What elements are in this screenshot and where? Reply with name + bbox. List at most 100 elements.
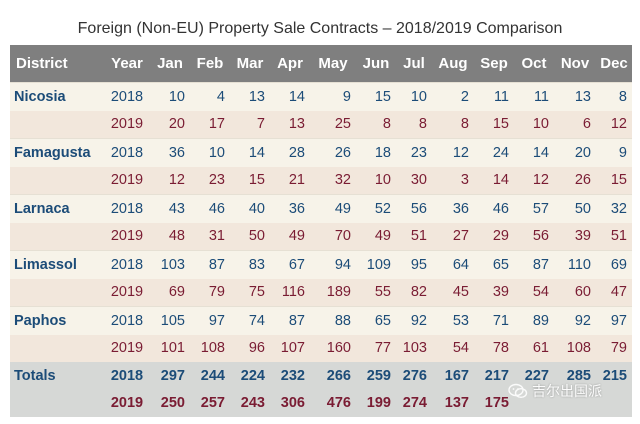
district-cell <box>10 278 104 307</box>
value-cell: 23 <box>190 166 230 195</box>
value-cell: 74 <box>230 306 270 335</box>
value-cell: 75 <box>230 278 270 307</box>
value-cell: 257 <box>190 389 230 417</box>
district-cell: Famagusta <box>10 138 104 167</box>
district-cell: Larnaca <box>10 194 104 223</box>
value-cell: 94 <box>310 250 356 279</box>
year-cell: 2019 <box>104 278 150 307</box>
value-cell: 50 <box>554 194 596 223</box>
column-header-oct: Oct <box>514 45 554 83</box>
value-cell: 65 <box>356 306 396 335</box>
value-cell: 96 <box>230 334 270 362</box>
district-cell <box>10 166 104 195</box>
value-cell: 14 <box>230 138 270 167</box>
value-cell: 9 <box>310 82 356 111</box>
value-cell: 79 <box>596 334 632 362</box>
value-cell: 10 <box>396 82 432 111</box>
value-cell: 10 <box>356 166 396 195</box>
year-cell: 2019 <box>104 166 150 195</box>
value-cell: 78 <box>474 334 514 362</box>
value-cell: 56 <box>514 222 554 251</box>
value-cell: 60 <box>554 278 596 307</box>
value-cell: 69 <box>596 250 632 279</box>
value-cell: 87 <box>190 250 230 279</box>
value-cell: 167 <box>432 362 474 390</box>
value-cell: 108 <box>190 334 230 362</box>
value-cell: 243 <box>230 389 270 417</box>
value-cell: 7 <box>230 110 270 139</box>
header-row: District Year Jan Feb Mar Apr May Jun Ju… <box>10 45 632 83</box>
value-cell: 49 <box>356 222 396 251</box>
value-cell: 259 <box>356 362 396 390</box>
value-cell: 92 <box>554 306 596 335</box>
value-cell: 109 <box>356 250 396 279</box>
wechat-icon <box>508 383 528 399</box>
table-row: 2019 69 79 75 116 189 55 82 45 39 54 60 47 <box>10 278 632 307</box>
value-cell: 32 <box>310 166 356 195</box>
value-cell: 39 <box>554 222 596 251</box>
value-cell: 476 <box>310 389 356 417</box>
year-cell: 2018 <box>104 194 150 223</box>
value-cell: 32 <box>596 194 632 223</box>
value-cell: 12 <box>150 166 190 195</box>
value-cell: 116 <box>270 278 310 307</box>
value-cell: 244 <box>190 362 230 390</box>
district-cell: Totals <box>10 362 104 390</box>
value-cell: 11 <box>514 82 554 111</box>
value-cell: 285 <box>554 362 596 390</box>
value-cell: 24 <box>474 138 514 167</box>
page-title: Foreign (Non-EU) Property Sale Contracts… <box>77 20 563 37</box>
table-row: 2019 48 31 50 49 70 49 51 27 29 56 39 51 <box>10 222 632 251</box>
value-cell: 29 <box>474 222 514 251</box>
year-cell: 2018 <box>104 306 150 335</box>
value-cell <box>596 389 632 417</box>
table-row: Totals 2018 297 244 224 232 266 259 276 167 217 227… <box>10 362 632 390</box>
value-cell: 30 <box>396 166 432 195</box>
value-cell: 250 <box>150 389 190 417</box>
value-cell: 15 <box>596 166 632 195</box>
district-cell: Paphos <box>10 306 104 335</box>
value-cell: 217 <box>474 362 514 390</box>
column-header-sep: Sep <box>474 45 514 83</box>
column-header-aug: Aug <box>432 45 474 83</box>
table-row: Nicosia 2018 10 4 13 14 9 15 10 2 11 11 13 8 <box>10 82 632 111</box>
table-row: 2019 250 257 243 306 476 199 274 137 175 <box>10 389 632 417</box>
value-cell: 82 <box>396 278 432 307</box>
value-cell: 95 <box>396 250 432 279</box>
value-cell: 108 <box>554 334 596 362</box>
value-cell: 12 <box>596 110 632 139</box>
column-header-jul: Jul <box>396 45 432 83</box>
year-cell: 2019 <box>104 110 150 139</box>
district-cell <box>10 389 104 417</box>
year-cell: 2018 <box>104 138 150 167</box>
value-cell <box>554 389 596 417</box>
value-cell: 51 <box>596 222 632 251</box>
value-cell: 51 <box>396 222 432 251</box>
value-cell: 88 <box>310 306 356 335</box>
watermark-text: 吉尔出国派 <box>532 384 602 400</box>
value-cell: 189 <box>310 278 356 307</box>
column-header-nov: Nov <box>554 45 596 83</box>
value-cell: 13 <box>554 82 596 111</box>
value-cell: 110 <box>554 250 596 279</box>
table-row: Paphos 2018 105 97 74 87 88 65 92 53 71 89 92 97 <box>10 306 632 335</box>
district-cell: Nicosia <box>10 82 104 111</box>
value-cell: 103 <box>150 250 190 279</box>
value-cell: 46 <box>190 194 230 223</box>
value-cell: 47 <box>596 278 632 307</box>
value-cell: 297 <box>150 362 190 390</box>
table-row: Famagusta 2018 36 10 14 28 26 18 23 12 24 14 20 9 <box>10 138 632 167</box>
value-cell: 64 <box>432 250 474 279</box>
value-cell: 274 <box>396 389 432 417</box>
value-cell: 20 <box>554 138 596 167</box>
value-cell: 11 <box>474 82 514 111</box>
value-cell: 266 <box>310 362 356 390</box>
value-cell: 61 <box>514 334 554 362</box>
value-cell: 224 <box>230 362 270 390</box>
column-header-dec: Dec <box>596 45 632 83</box>
year-cell: 2019 <box>104 334 150 362</box>
column-header-apr: Apr <box>270 45 310 83</box>
value-cell: 25 <box>310 110 356 139</box>
district-cell: Limassol <box>10 250 104 279</box>
value-cell: 79 <box>190 278 230 307</box>
